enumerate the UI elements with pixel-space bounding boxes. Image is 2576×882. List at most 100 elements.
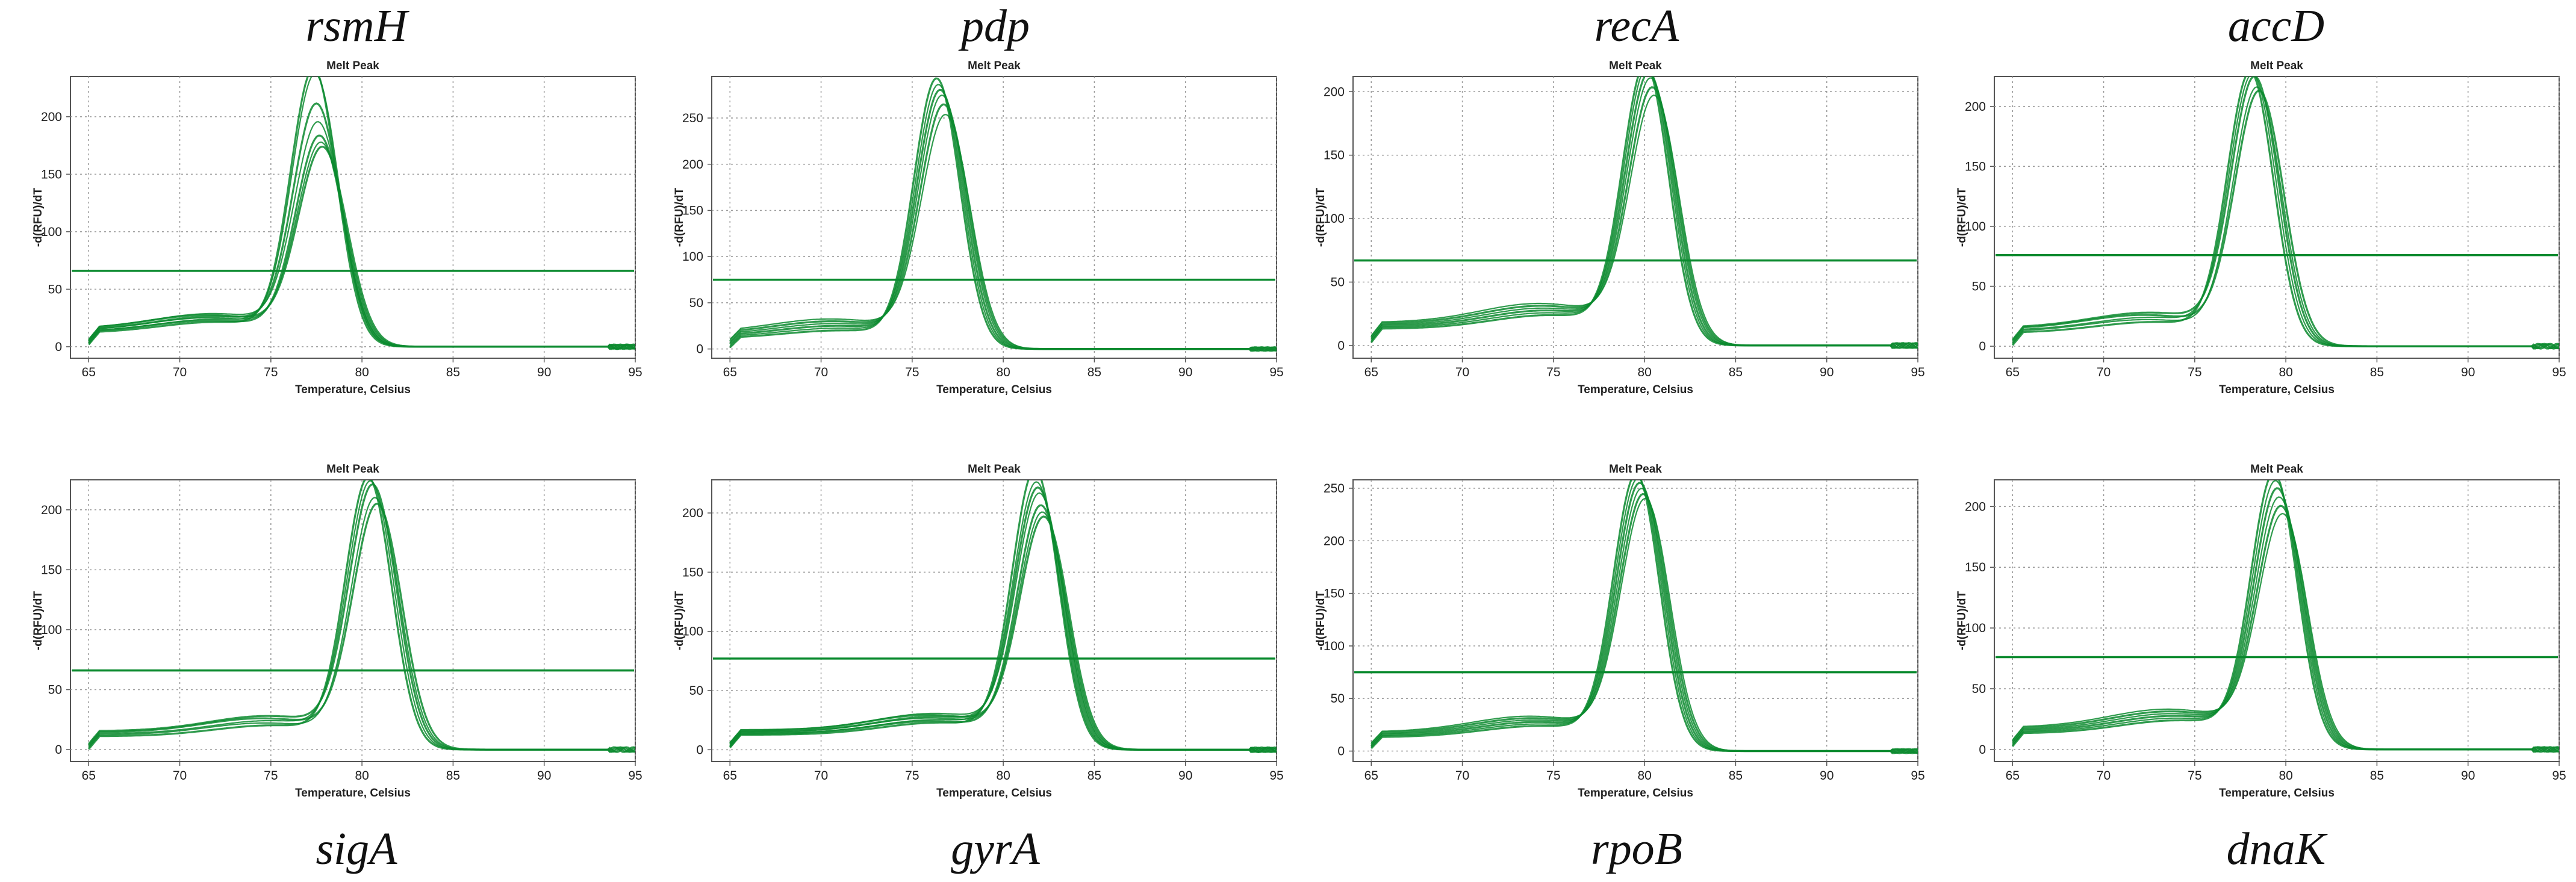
melt-curve <box>1370 95 1918 349</box>
gene-label-pdp: pdp <box>961 1 1030 51</box>
x-tick-label: 95 <box>628 769 642 783</box>
melt-peak-chart-pdp: Melt Peak 65 70 75 80 85 90 95 0 50 100 150 200 250 Te… <box>674 57 1289 412</box>
x-tick-label: 65 <box>1364 769 1378 783</box>
y-tick-label: 150 <box>1965 160 1986 173</box>
x-tick-label: 75 <box>2188 365 2201 379</box>
y-tick-label: 200 <box>1965 500 1986 514</box>
y-axis-title: -d(RFU)/dT <box>1957 188 1968 247</box>
x-tick-label: 65 <box>82 769 96 783</box>
x-tick-label: 85 <box>1729 365 1743 379</box>
y-tick-label: 150 <box>41 563 62 577</box>
x-tick-label: 90 <box>537 769 551 783</box>
y-tick-label: 250 <box>1324 482 1345 495</box>
y-tick-label: 50 <box>1331 692 1345 706</box>
melt-curve <box>729 114 1277 352</box>
y-tick-label: 200 <box>1324 534 1345 548</box>
chart-title: Melt Peak <box>326 463 379 476</box>
y-tick-label: 150 <box>1324 149 1345 163</box>
y-tick-label: 0 <box>1337 339 1345 353</box>
x-tick-label: 65 <box>82 365 96 379</box>
x-tick-label: 70 <box>2097 769 2111 783</box>
melt-curve <box>1370 497 1918 754</box>
x-tick-label: 75 <box>1546 365 1560 379</box>
y-tick-label: 0 <box>696 343 703 356</box>
chart-title: Melt Peak <box>1609 60 1662 72</box>
chart-title: Melt Peak <box>2250 463 2303 476</box>
plot-area <box>1994 76 2560 359</box>
x-tick-label: 75 <box>264 365 278 379</box>
x-tick-label: 65 <box>723 365 737 379</box>
x-tick-label: 95 <box>1269 769 1283 783</box>
y-tick-label: 50 <box>1331 276 1345 290</box>
plot-area <box>711 479 1277 762</box>
x-tick-label: 85 <box>2370 769 2384 783</box>
melt-curve <box>729 515 1277 753</box>
x-tick-label: 85 <box>1087 769 1101 783</box>
x-tick-label: 90 <box>1820 769 1834 783</box>
plot-area <box>1352 479 1918 762</box>
x-tick-label: 75 <box>2188 769 2201 783</box>
y-tick-label: 100 <box>41 225 62 239</box>
y-tick-label: 200 <box>1965 100 1986 114</box>
y-axis-title: -d(RFU)/dT <box>674 591 686 651</box>
curves-group <box>1370 480 1918 754</box>
chart-svg: Melt Peak 65 70 75 80 85 90 95 0 50 100 150 200 250 Te… <box>1316 463 1925 800</box>
y-tick-label: 100 <box>1324 639 1345 653</box>
chart-svg: Melt Peak 65 70 75 80 85 90 95 0 50 100 150 200 Tempe… <box>1957 60 2566 396</box>
y-tick-label: 50 <box>1972 682 1986 696</box>
y-tick-label: 50 <box>48 683 62 697</box>
curves-group <box>729 480 1277 753</box>
melt-curve <box>2012 90 2559 350</box>
x-tick-label: 80 <box>996 365 1010 379</box>
x-tick-label: 90 <box>1178 769 1192 783</box>
y-tick-label: 0 <box>696 743 703 757</box>
x-tick-label: 70 <box>173 365 187 379</box>
y-axis-title: -d(RFU)/dT <box>1316 188 1327 247</box>
x-tick-label: 85 <box>446 365 460 379</box>
melt-curve <box>88 145 635 350</box>
gene-label-recA: recA <box>1594 1 1679 51</box>
chart-svg: Melt Peak 65 70 75 80 85 90 95 0 50 100 150 200 Tempe… <box>674 463 1284 800</box>
gene-label-rsmH: rsmH <box>305 1 408 51</box>
y-tick-label: 100 <box>682 625 703 639</box>
chart-svg: Melt Peak 65 70 75 80 85 90 95 0 50 100 150 200 Tempe… <box>1957 463 2566 800</box>
y-tick-label: 150 <box>41 167 62 181</box>
curves-group <box>2012 76 2559 350</box>
x-tick-label: 95 <box>1269 365 1283 379</box>
x-axis-title: Temperature, Celsius <box>1578 384 1693 396</box>
x-tick-label: 75 <box>905 769 919 783</box>
x-tick-label: 85 <box>1087 365 1101 379</box>
y-axis-title: -d(RFU)/dT <box>33 188 45 247</box>
y-tick-label: 100 <box>1965 621 1986 635</box>
melt-peak-chart-rpoB: Melt Peak 65 70 75 80 85 90 95 0 50 100 150 200 250 Te… <box>1316 461 1930 816</box>
x-tick-label: 90 <box>537 365 551 379</box>
x-tick-label: 70 <box>814 365 828 379</box>
curves-group <box>88 76 635 350</box>
melt-peak-chart-recA: Melt Peak 65 70 75 80 85 90 95 0 50 100 150 200 Tempe… <box>1316 57 1930 412</box>
gene-label-gyrA: gyrA <box>951 824 1040 874</box>
plot-area <box>70 76 636 359</box>
chart-svg: Melt Peak 65 70 75 80 85 90 95 0 50 100 150 200 250 Te… <box>674 60 1284 396</box>
plot-area <box>1994 479 2560 762</box>
curves-group <box>729 77 1277 352</box>
y-tick-label: 200 <box>682 158 703 172</box>
y-tick-label: 100 <box>41 623 62 637</box>
y-tick-label: 150 <box>1965 561 1986 574</box>
y-tick-label: 200 <box>1324 85 1345 99</box>
curves-group <box>1370 76 1918 349</box>
chart-title: Melt Peak <box>1609 463 1662 476</box>
y-tick-label: 0 <box>1979 340 1986 353</box>
melt-peak-chart-rsmH: Melt Peak 65 70 75 80 85 90 95 0 50 100 150 200 Tempe… <box>33 57 647 412</box>
y-tick-label: 200 <box>41 110 62 124</box>
x-tick-label: 70 <box>814 769 828 783</box>
chart-title: Melt Peak <box>326 60 379 72</box>
y-tick-label: 50 <box>48 282 62 296</box>
y-tick-label: 200 <box>682 506 703 520</box>
x-axis-title: Temperature, Celsius <box>295 787 411 800</box>
y-tick-label: 150 <box>682 565 703 579</box>
y-axis-title: -d(RFU)/dT <box>1957 591 1968 651</box>
x-tick-label: 85 <box>2370 365 2384 379</box>
x-tick-label: 90 <box>1820 365 1834 379</box>
x-tick-label: 80 <box>1637 365 1651 379</box>
gene-label-dnaK: dnaK <box>2226 824 2326 874</box>
